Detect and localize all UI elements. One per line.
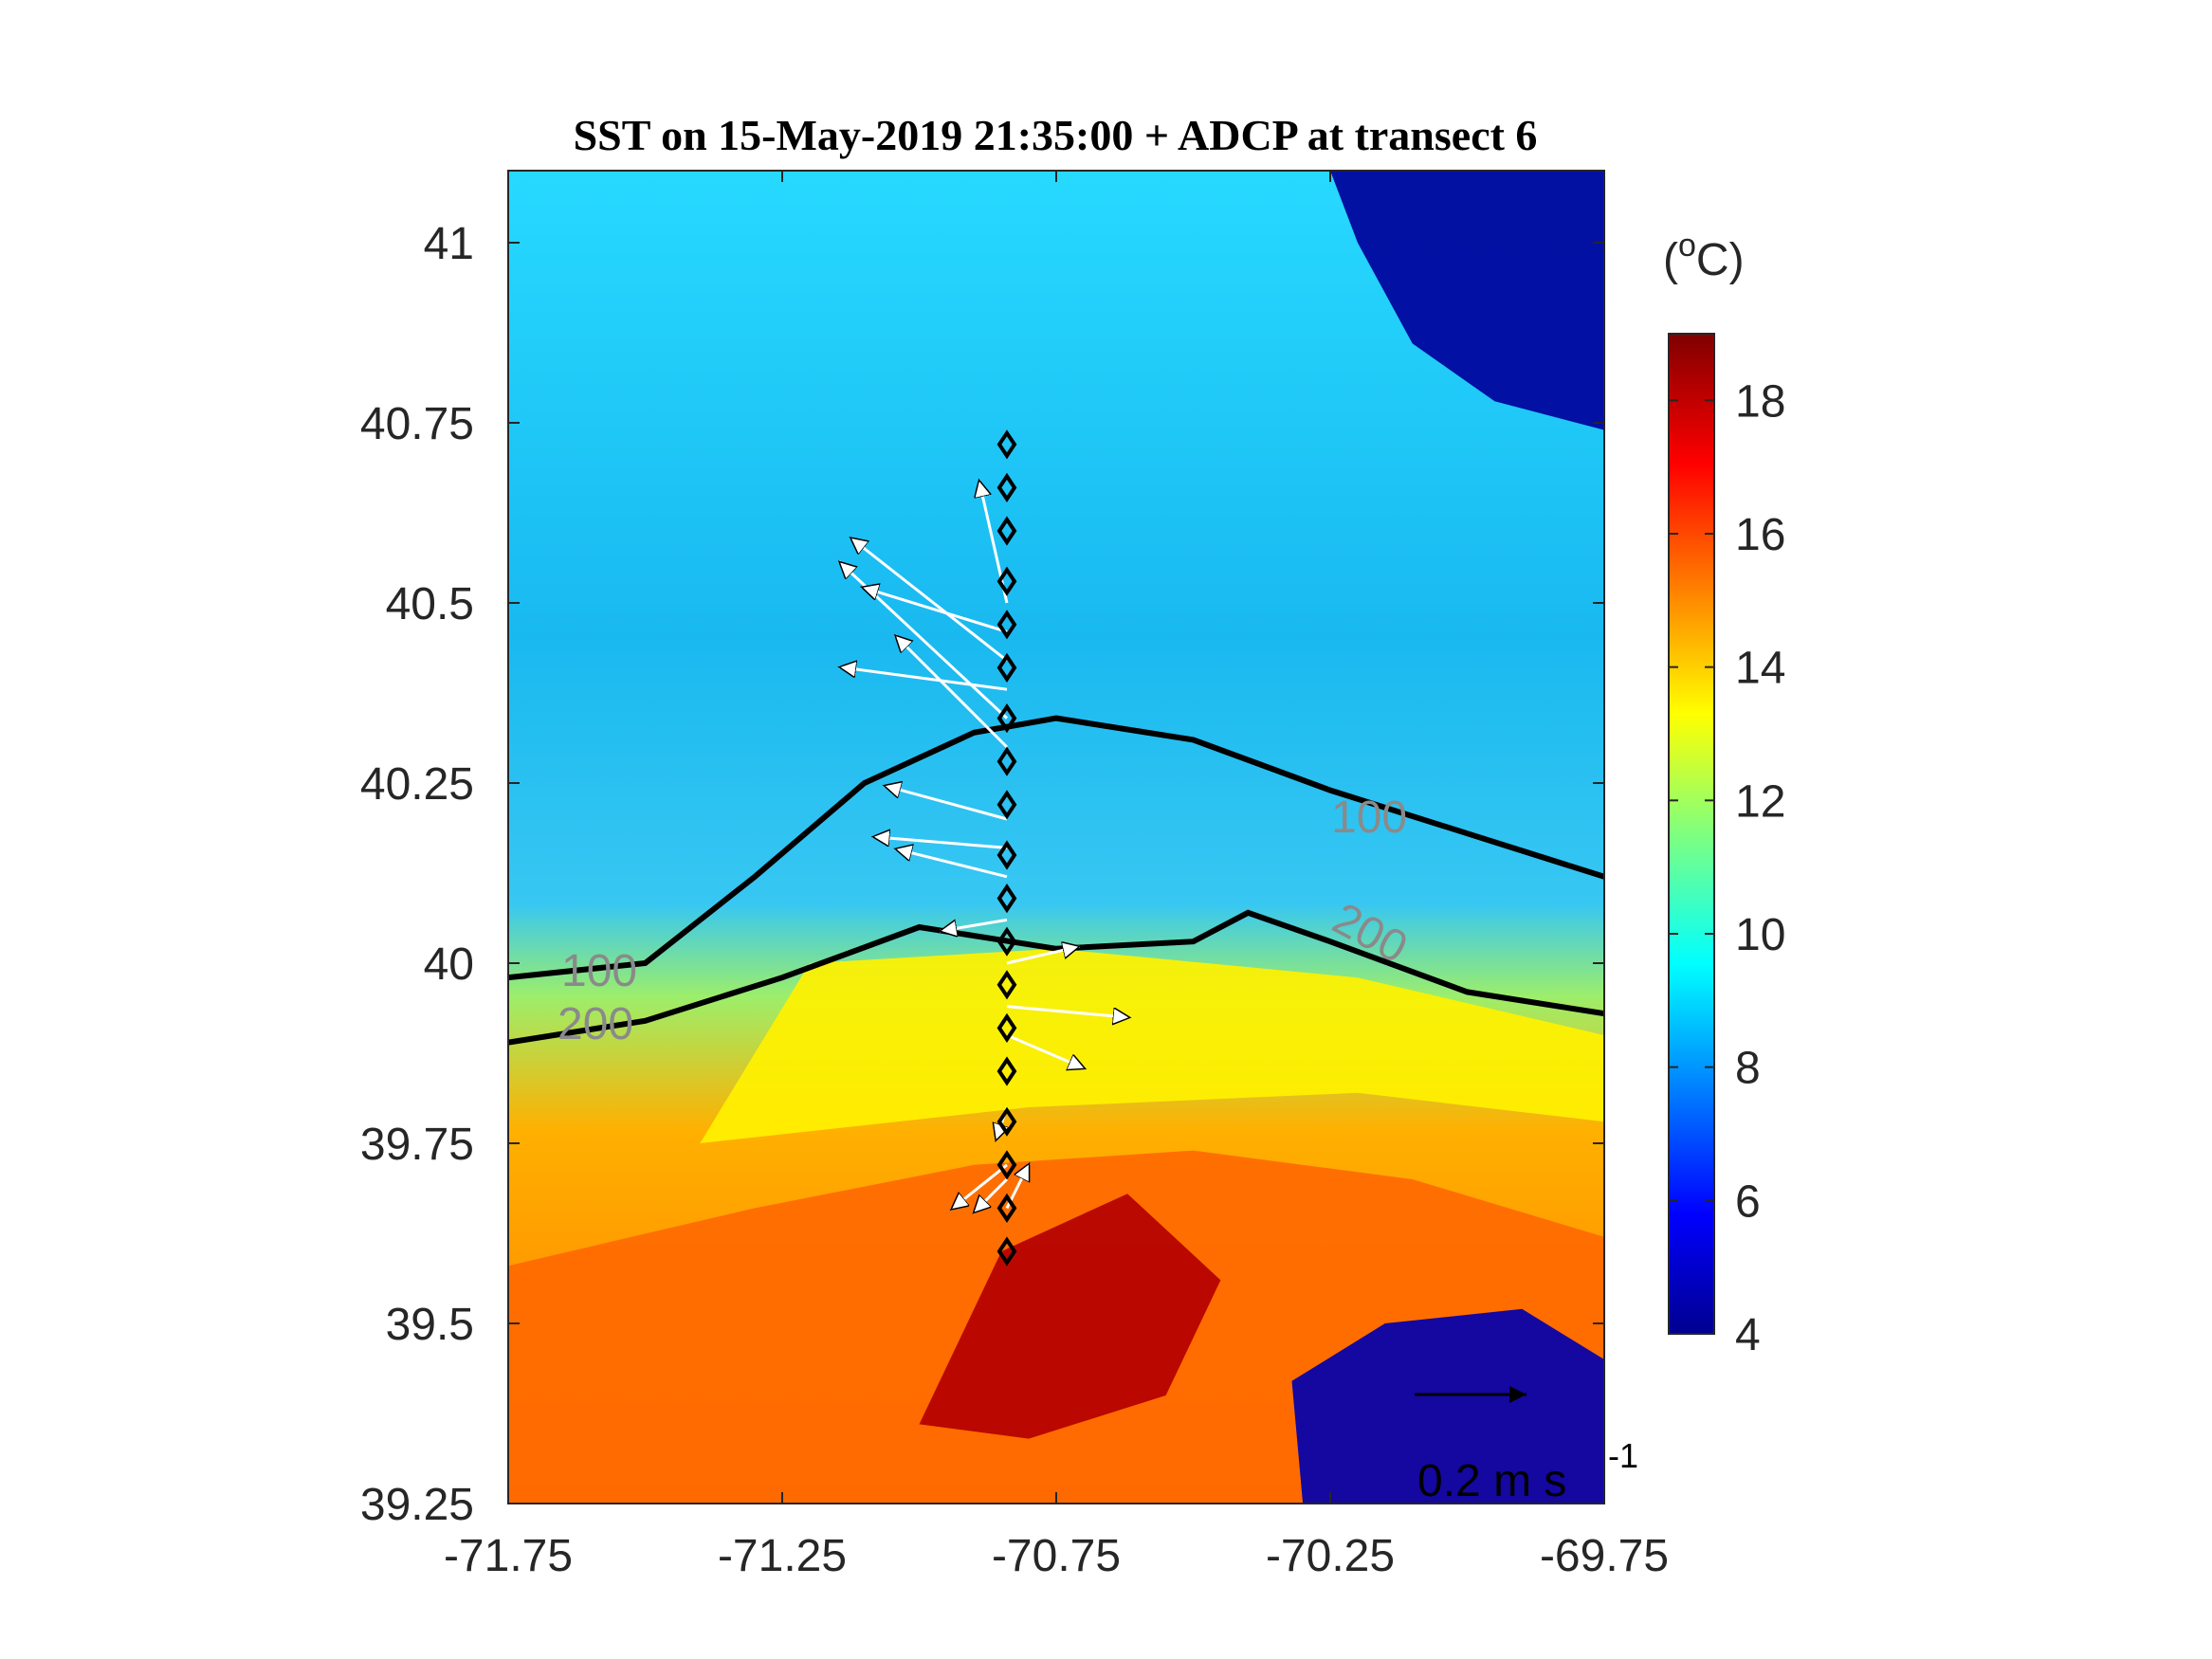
- adcp-vector: [951, 1163, 1008, 1212]
- x-tick-label: -71.75: [444, 1531, 573, 1581]
- y-tick-label: 39.5: [386, 1300, 474, 1350]
- isobath-200: [508, 909, 1604, 1046]
- colorbar-tick-label: 6: [1735, 1176, 1761, 1227]
- colorbar-tick-label: 4: [1735, 1310, 1761, 1360]
- colorbar-ramp: [1668, 333, 1715, 1335]
- colorbar-tick-label: 14: [1735, 644, 1785, 694]
- colorbar-tick-label: 18: [1735, 376, 1785, 427]
- map-plot: [508, 171, 1604, 1504]
- y-tick-label: 41: [424, 219, 474, 269]
- adcp-vector: [872, 837, 1008, 849]
- y-tick-label: 40: [424, 939, 474, 990]
- adcp-vector: [1006, 946, 1080, 965]
- adcp-vector: [839, 667, 1008, 691]
- adcp-station-marker: [996, 429, 1017, 460]
- scale-label: 0.2 m s: [1417, 1456, 1566, 1506]
- adcp-station-marker: [996, 610, 1017, 640]
- adcp-vector: [1006, 1033, 1086, 1068]
- y-tick-label: 39.75: [360, 1120, 474, 1170]
- adcp-station-marker: [996, 1012, 1017, 1044]
- adcp-station-marker: [996, 566, 1017, 596]
- colorbar-label: (oC): [1663, 228, 1745, 285]
- sst-region-4: [1291, 1308, 1604, 1504]
- adcp-vector: [1006, 1005, 1130, 1018]
- colorbar-label-degree: o: [1678, 228, 1696, 264]
- x-tick-label: -70.25: [1266, 1531, 1395, 1581]
- adcp-station-marker: [996, 702, 1017, 734]
- colorbar-label-unit: C): [1696, 235, 1745, 285]
- x-tick-label: -70.75: [992, 1531, 1121, 1581]
- adcp-station-marker: [996, 970, 1017, 1000]
- scale-label-exponent: -1: [1608, 1436, 1638, 1475]
- isobath-label-200-west: 200: [558, 999, 633, 1049]
- adcp-station-marker: [996, 926, 1017, 957]
- x-tick-label: -71.25: [718, 1531, 847, 1581]
- scale-vector: 0.2 m s -1: [1415, 1386, 1638, 1506]
- colorbar-label-open: (: [1663, 235, 1678, 285]
- adcp-station-marker: [996, 652, 1017, 684]
- y-tick-label: 40.75: [360, 399, 474, 449]
- adcp-station-marker: [996, 1236, 1017, 1267]
- colorbar-tick-label: 10: [1735, 910, 1785, 960]
- adcp-station-marker: [996, 1150, 1017, 1180]
- colorbar-tick-label: 8: [1735, 1044, 1761, 1094]
- adcp-station-marker: [996, 1106, 1017, 1137]
- adcp-station-marker: [996, 1056, 1017, 1086]
- sst-region-1: [919, 1194, 1221, 1439]
- y-tick-label: 39.25: [360, 1480, 474, 1530]
- adcp-vector: [895, 848, 1008, 879]
- sst-region-2: [700, 948, 1604, 1143]
- adcp-station-marker: [996, 746, 1017, 776]
- adcp-vector: [862, 587, 1008, 633]
- y-tick-label: 40.25: [360, 759, 474, 810]
- y-tick-label: 40.5: [386, 579, 474, 629]
- adcp-station-marker: [996, 1193, 1017, 1224]
- colorbar: 4 6 8 10 12 14 16 18 (oC): [1663, 228, 1785, 1360]
- adcp-vector: [974, 1177, 1009, 1212]
- colorbar-tick-label: 16: [1735, 510, 1785, 560]
- adcp-station-marker: [996, 516, 1017, 546]
- isobath-label-100-west: 100: [561, 946, 637, 996]
- colorbar-tick-label: 12: [1735, 776, 1785, 827]
- adcp-station-marker: [996, 790, 1017, 820]
- x-tick-label: -69.75: [1540, 1531, 1669, 1581]
- contour-labels: 100 200 100 200: [558, 793, 1416, 1049]
- chart-title: SST on 15-May-2019 21:35:00 + ADCP at tr…: [574, 111, 1538, 159]
- adcp-station-marker: [996, 472, 1017, 503]
- isobath-100: [508, 715, 1604, 981]
- adcp-vector: [895, 635, 1009, 749]
- adcp-station-marker: [996, 883, 1017, 914]
- adcp-vector: [884, 786, 1008, 821]
- isobath-label-100-east: 100: [1331, 793, 1407, 843]
- sst-region-3: [1330, 171, 1604, 430]
- adcp-vector: [940, 918, 1008, 931]
- adcp-vector: [850, 536, 1008, 662]
- adcp-station-marker: [996, 840, 1017, 870]
